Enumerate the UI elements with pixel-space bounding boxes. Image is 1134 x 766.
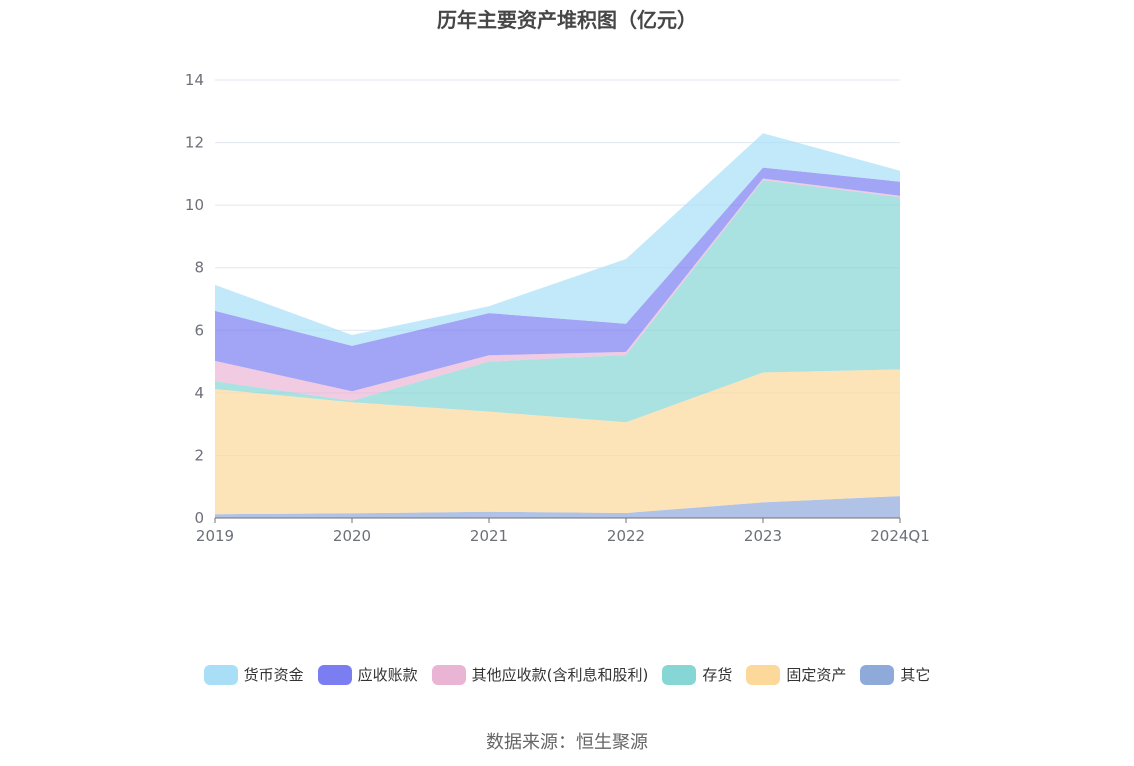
x-tick-label: 2019: [196, 527, 234, 545]
legend-swatch: [860, 664, 895, 685]
legend-label: 存货: [702, 666, 733, 684]
y-tick-label: 6: [194, 321, 204, 339]
legend-label: 其他应收款(含利息和股利): [471, 666, 649, 684]
area-series[interactable]: [215, 180, 900, 423]
legend-swatch: [662, 664, 697, 685]
legend-item[interactable]: 其他应收款(含利息和股利): [431, 664, 649, 685]
y-tick-label: 12: [185, 134, 204, 152]
y-tick-label: 10: [185, 196, 204, 214]
chart-title: 历年主要资产堆积图（亿元）: [437, 8, 697, 32]
area-series[interactable]: [215, 369, 900, 515]
legend-swatch: [746, 664, 781, 685]
y-tick-label: 8: [194, 259, 204, 277]
legend-label: 其它: [900, 666, 931, 684]
legend-label: 货币资金: [243, 666, 304, 684]
area-series[interactable]: [215, 496, 900, 518]
legend-item[interactable]: 存货: [662, 664, 732, 685]
y-tick-label: 2: [194, 446, 204, 464]
legend-label: 应收账款: [357, 666, 418, 684]
x-tick-label: 2024Q1: [870, 527, 930, 545]
area-series[interactable]: [215, 133, 900, 346]
area-series-group: [215, 133, 900, 518]
legend-label: 固定资产: [786, 666, 847, 684]
legend-item[interactable]: 固定资产: [746, 664, 846, 685]
area-series[interactable]: [215, 167, 900, 392]
source-note: 数据来源：恒生聚源: [486, 732, 648, 753]
legend-swatch: [431, 664, 466, 685]
x-tick-label: 2022: [607, 527, 645, 545]
x-tick-label: 2021: [470, 527, 508, 545]
axes: 0 2 4 6 8 10 12 14 2019 2020 2021 2022 2023 2024Q1: [185, 71, 930, 545]
legend-item[interactable]: 货币资金: [203, 664, 304, 685]
legend: 货币资金 应收账款 其他应收款(含利息和股利) 存货 固定资产 其它: [0, 664, 1134, 685]
area-series[interactable]: [215, 178, 900, 401]
legend-item[interactable]: 应收账款: [317, 664, 418, 685]
legend-swatch: [317, 664, 352, 685]
x-tick-label: 2020: [333, 527, 371, 545]
legend-item[interactable]: 其它: [860, 664, 930, 685]
y-tick-label: 0: [194, 509, 204, 527]
legend-swatch: [203, 664, 238, 685]
y-tick-label: 14: [185, 71, 204, 89]
y-tick-label: 4: [194, 384, 204, 402]
x-tick-label: 2023: [744, 527, 782, 545]
